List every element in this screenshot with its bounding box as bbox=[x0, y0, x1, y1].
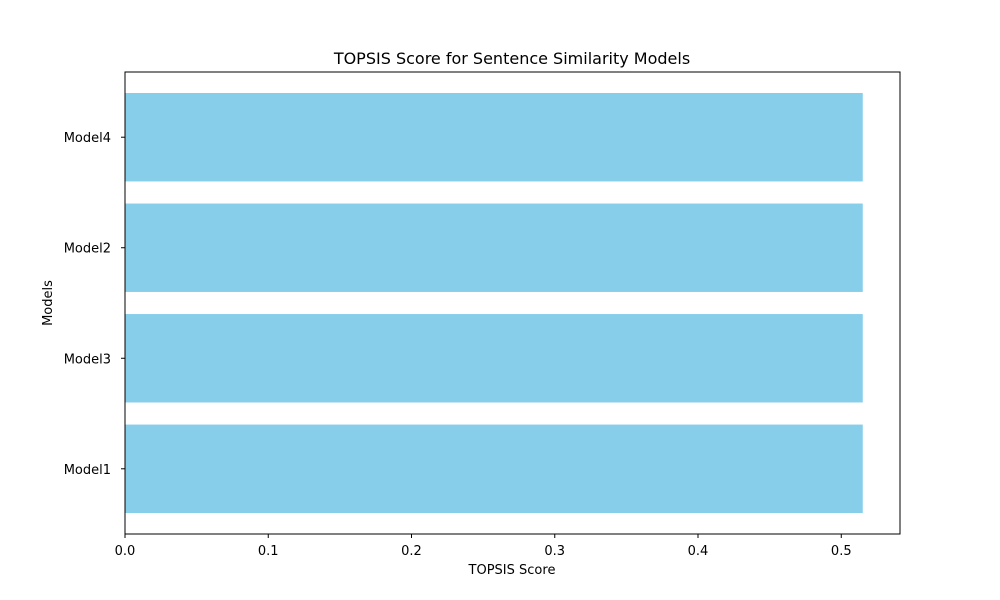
x-tick-label: 0.1 bbox=[258, 544, 279, 559]
y-tick-label: Model1 bbox=[64, 463, 111, 478]
y-ticks-layer: Model1 Model3 Model2 Model4 bbox=[64, 131, 125, 478]
bar-model2 bbox=[125, 203, 863, 292]
plot-frame bbox=[124, 71, 901, 535]
x-tick-label: 0.4 bbox=[688, 544, 709, 559]
bar-model3 bbox=[125, 314, 863, 403]
chart-title: TOPSIS Score for Sentence Similarity Mod… bbox=[333, 49, 690, 68]
bars-layer bbox=[125, 93, 863, 513]
y-axis-label: Models bbox=[41, 280, 56, 326]
x-ticks-layer: 0.0 0.1 0.2 0.3 0.4 0.5 bbox=[115, 534, 852, 559]
x-axis-label: TOPSIS Score bbox=[468, 563, 556, 578]
y-tick-label: Model3 bbox=[64, 352, 111, 367]
x-tick-label: 0.5 bbox=[831, 544, 852, 559]
x-tick-label: 0.2 bbox=[401, 544, 422, 559]
x-tick-label: 0.3 bbox=[544, 544, 565, 559]
bar-model1 bbox=[125, 424, 863, 513]
y-tick-label: Model2 bbox=[64, 242, 111, 257]
x-tick-label: 0.0 bbox=[115, 544, 136, 559]
y-tick-label: Model4 bbox=[64, 131, 111, 146]
bar-model4 bbox=[125, 93, 863, 182]
